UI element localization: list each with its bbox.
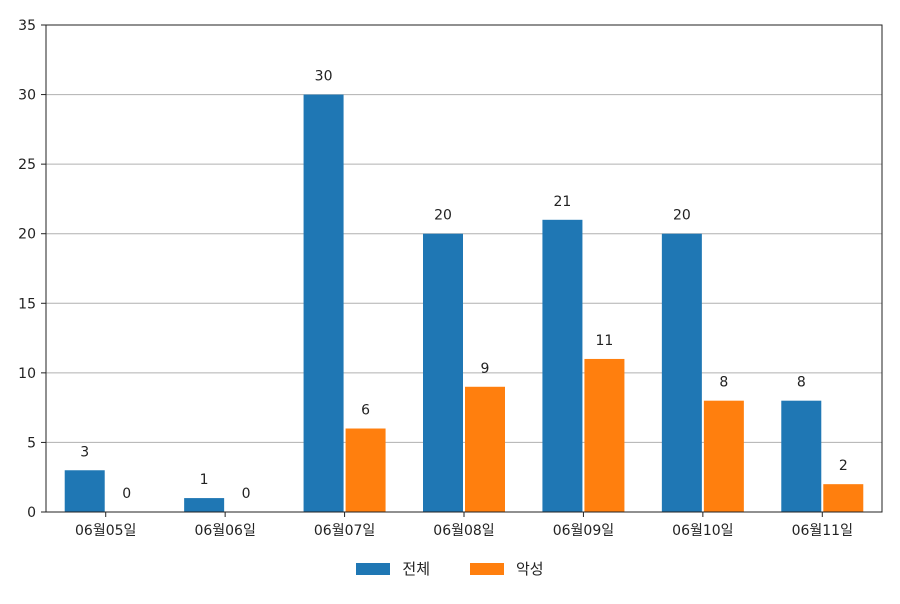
bar-malicious (465, 386, 505, 512)
legend-swatch-malicious (470, 562, 504, 575)
data-label: 20 (434, 208, 452, 224)
x-tick-label: 06월09일 (553, 523, 614, 539)
bar-total (184, 498, 225, 512)
bar-malicious (703, 400, 744, 512)
bar-malicious (823, 484, 864, 512)
bar-malicious (584, 358, 625, 512)
data-label: 8 (719, 375, 728, 391)
bar-malicious (345, 428, 386, 512)
data-label: 2 (839, 458, 848, 474)
y-tick-label: 15 (18, 296, 36, 312)
data-label: 20 (673, 208, 691, 224)
legend-item-total: 전체 (356, 558, 430, 579)
legend-swatch-total (356, 562, 391, 575)
y-tick-label: 5 (27, 435, 36, 451)
plot-frame (45, 24, 883, 513)
data-label: 0 (242, 486, 251, 502)
legend-item-malicious: 악성 (470, 558, 544, 579)
data-label: 30 (315, 69, 333, 85)
bar-total (542, 219, 583, 513)
x-tick-label: 06월06일 (194, 523, 255, 539)
x-tick-label: 06월08일 (433, 523, 494, 539)
bar-total (423, 233, 463, 512)
data-label: 9 (481, 361, 490, 377)
legend: 전체 악성 (0, 558, 900, 579)
bar-total (303, 94, 344, 513)
y-tick-label: 25 (18, 157, 36, 173)
bar-total (64, 470, 105, 512)
data-label: 11 (596, 333, 614, 349)
legend-label-malicious: 악성 (516, 560, 544, 578)
y-tick-label: 0 (27, 505, 36, 521)
x-tick-label: 06월10일 (672, 523, 733, 539)
y-tick-label: 30 (18, 88, 36, 104)
y-tick-label: 20 (18, 227, 36, 243)
data-label: 0 (122, 486, 131, 502)
x-tick-label: 06월05일 (75, 523, 136, 539)
x-tick-label: 06월07일 (314, 523, 375, 539)
bar-total (781, 400, 822, 512)
x-tick-label: 06월11일 (792, 523, 853, 539)
legend-label-total: 전체 (402, 560, 430, 578)
data-label: 1 (200, 472, 209, 488)
y-tick-label: 10 (18, 366, 36, 382)
data-label: 6 (361, 403, 370, 419)
bar-total (661, 233, 702, 512)
data-label: 21 (554, 194, 572, 210)
data-label: 3 (80, 444, 89, 460)
y-tick-label: 35 (18, 18, 36, 34)
data-label: 8 (797, 375, 806, 391)
